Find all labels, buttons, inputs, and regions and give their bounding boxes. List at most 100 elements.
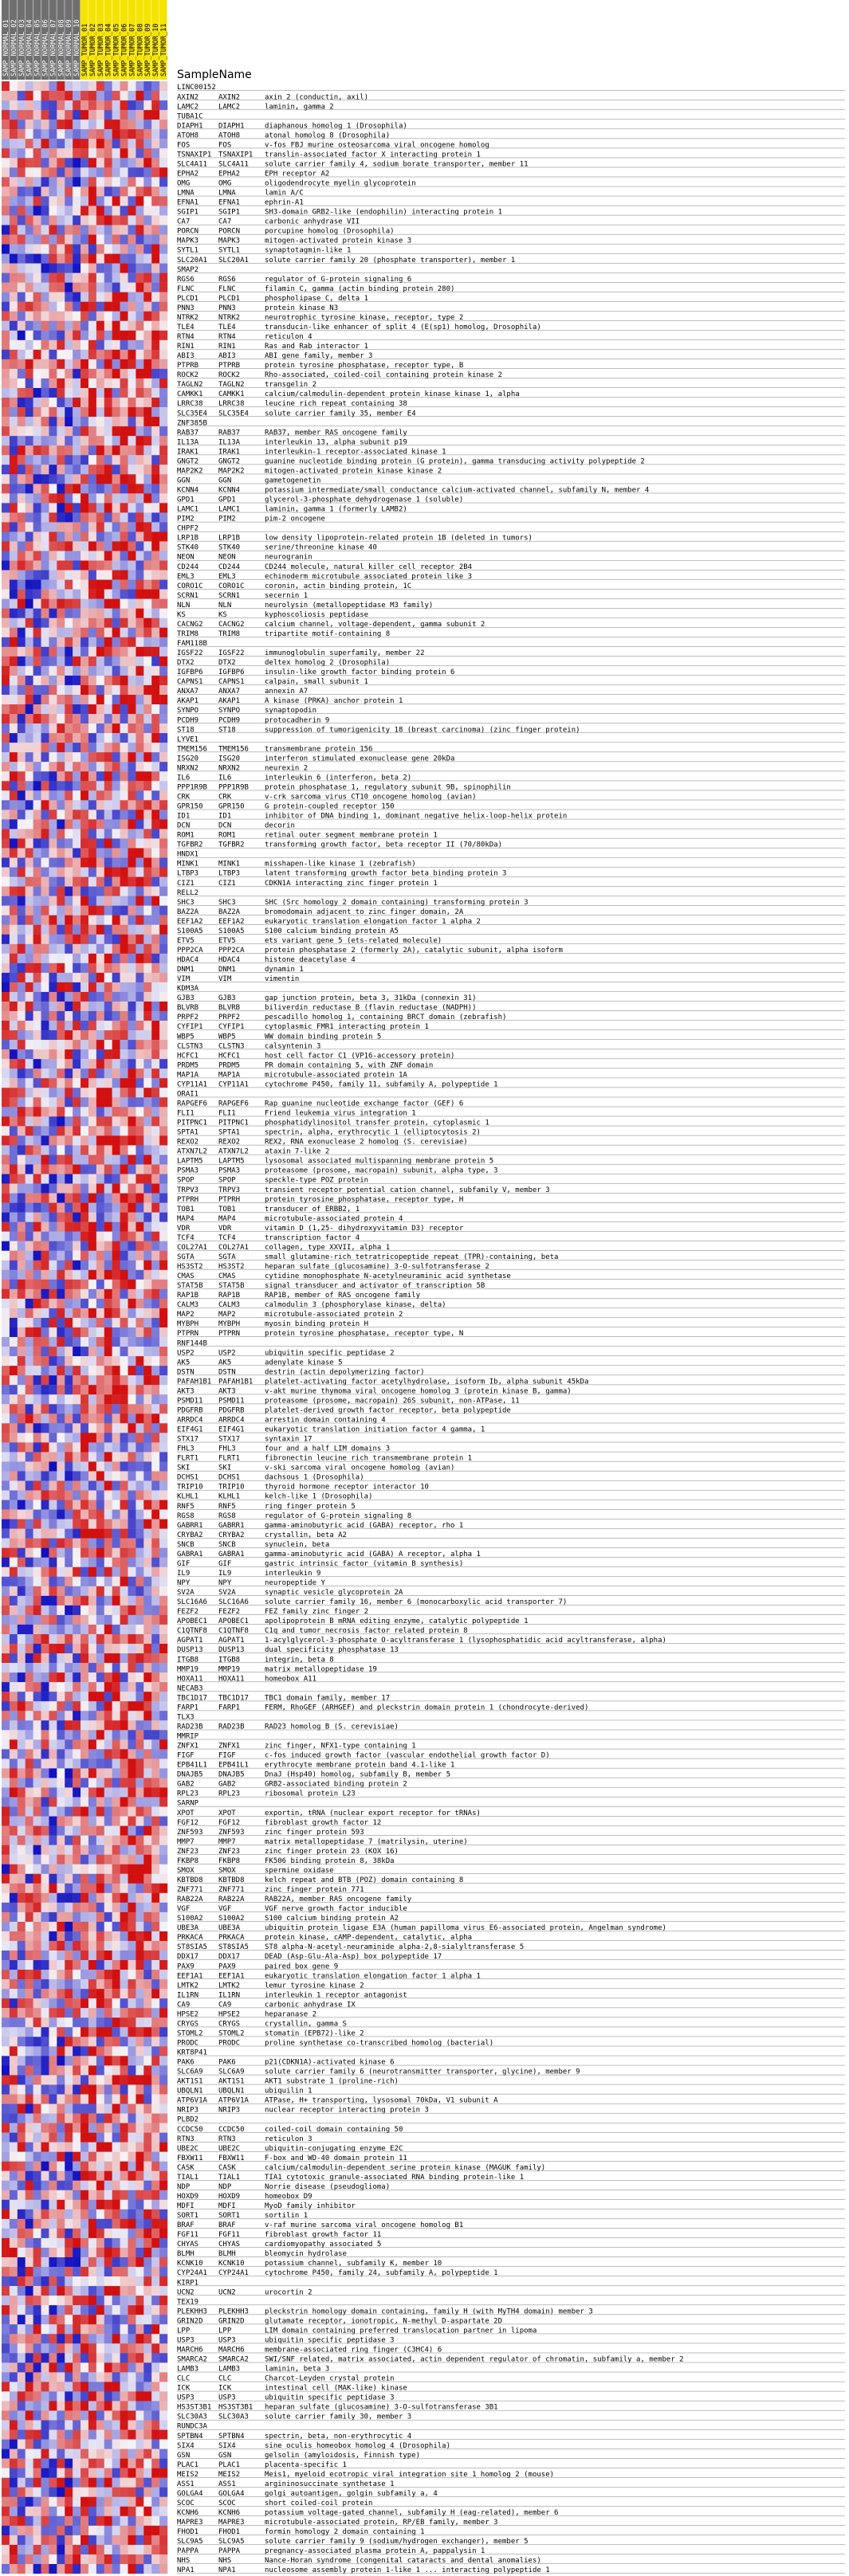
sample-label: SAMP_TUMOR_06 <box>121 23 129 76</box>
heatmap-cell <box>73 714 81 724</box>
heatmap-cell <box>57 1711 65 1721</box>
heatmap-cell <box>136 407 144 418</box>
heatmap-cell <box>88 579 97 590</box>
heatmap-cell <box>49 1892 57 1904</box>
heatmap-cell <box>9 1528 18 1539</box>
heatmap-cell <box>9 1845 18 1855</box>
heatmap-cell <box>49 857 57 868</box>
heatmap-cell <box>159 570 168 580</box>
heatmap-cell <box>159 618 168 628</box>
heatmap-cell <box>120 1193 128 1203</box>
heatmap-cell <box>96 857 104 868</box>
heatmap-cell <box>41 2142 49 2152</box>
heatmap-cell <box>17 1288 26 1300</box>
heatmap-cell <box>81 886 89 896</box>
heatmap-cell <box>104 2286 112 2296</box>
heatmap-cell <box>49 570 57 580</box>
heatmap-cell <box>65 656 73 667</box>
heatmap-cell <box>128 1068 136 1079</box>
heatmap-cell <box>65 1979 73 1990</box>
heatmap-cell <box>96 282 104 292</box>
heatmap-cell <box>88 1068 97 1079</box>
heatmap-cell <box>33 1135 41 1146</box>
heatmap-cell <box>120 1480 128 1491</box>
heatmap-cell <box>88 206 97 216</box>
heatmap-cell <box>81 608 89 618</box>
heatmap-cell <box>73 2104 81 2114</box>
heatmap-cell <box>143 436 152 446</box>
heatmap-cell <box>65 1375 73 1386</box>
heatmap-cell <box>41 1835 49 1845</box>
heatmap-cell <box>57 589 65 599</box>
heatmap-cell <box>136 2037 144 2047</box>
heatmap-cell <box>57 139 65 149</box>
heatmap-cell <box>81 148 89 159</box>
heatmap-cell <box>151 1288 160 1300</box>
heatmap-cell <box>33 407 41 418</box>
heatmap-cell <box>41 1337 49 1347</box>
heatmap-cell <box>112 2199 120 2210</box>
heatmap-cell <box>17 2199 26 2210</box>
heatmap-cell <box>143 541 152 551</box>
heatmap-cell <box>143 1595 152 1606</box>
heatmap-cell <box>143 675 152 686</box>
heatmap-cell <box>104 1519 112 1529</box>
heatmap-cell <box>41 1366 49 1376</box>
heatmap-cell <box>41 857 49 868</box>
heatmap-cell <box>81 1021 89 1031</box>
heatmap-cell <box>136 253 144 264</box>
heatmap-cell <box>143 684 152 696</box>
heatmap-cell <box>2 2037 10 2047</box>
heatmap-cell <box>33 1644 41 1654</box>
heatmap-cell <box>41 2084 49 2095</box>
heatmap-cell <box>65 704 73 715</box>
heatmap-cell <box>120 781 128 791</box>
heatmap-cell <box>120 684 128 696</box>
heatmap-cell <box>25 167 33 178</box>
heatmap-cell <box>2 1653 10 1664</box>
heatmap-cell <box>88 1356 97 1366</box>
heatmap-cell <box>96 2228 104 2239</box>
heatmap-cell <box>65 1739 73 1750</box>
heatmap-cell <box>9 2209 18 2220</box>
heatmap-cell <box>49 330 57 341</box>
heatmap-cell <box>65 627 73 637</box>
heatmap-cell <box>25 1174 33 1184</box>
heatmap-cell <box>33 1873 41 1884</box>
heatmap-cell <box>159 177 168 187</box>
heatmap-cell <box>65 2142 73 2152</box>
heatmap-cell <box>49 1317 57 1328</box>
heatmap-cell <box>104 1021 112 1031</box>
heatmap-cell <box>143 2218 152 2229</box>
heatmap-cell <box>104 1317 112 1328</box>
heatmap-cell <box>104 2199 112 2210</box>
heatmap-cell <box>120 1566 128 1577</box>
heatmap-cell <box>25 139 33 149</box>
heatmap-cell <box>112 339 120 351</box>
heatmap-cell <box>33 272 41 283</box>
heatmap-cell <box>143 589 152 599</box>
heatmap-cell <box>96 771 104 782</box>
heatmap-cell <box>120 253 128 264</box>
heatmap-cell <box>136 206 144 216</box>
heatmap-cell <box>73 1644 81 1654</box>
heatmap-cell <box>33 2305 41 2315</box>
heatmap-cell <box>88 1030 97 1041</box>
heatmap-cell <box>25 2237 33 2249</box>
heatmap-cell <box>104 1911 112 1923</box>
heatmap-cell <box>143 551 152 561</box>
heatmap-cell <box>159 963 168 974</box>
heatmap-cell <box>65 2199 73 2210</box>
heatmap-cell <box>25 1030 33 1041</box>
heatmap-cell <box>151 1940 160 1951</box>
sample-label: SAMP_TUMOR_02 <box>89 23 97 76</box>
heatmap-cell <box>17 771 26 782</box>
heatmap-cell <box>136 1433 144 1443</box>
heatmap-cell <box>104 225 112 235</box>
heatmap-cell <box>143 339 152 351</box>
heatmap-cell <box>88 1461 97 1472</box>
heatmap-cell <box>25 129 33 139</box>
heatmap-cell <box>65 589 73 599</box>
heatmap-cell <box>25 1845 33 1855</box>
heatmap-cell <box>151 2237 160 2249</box>
